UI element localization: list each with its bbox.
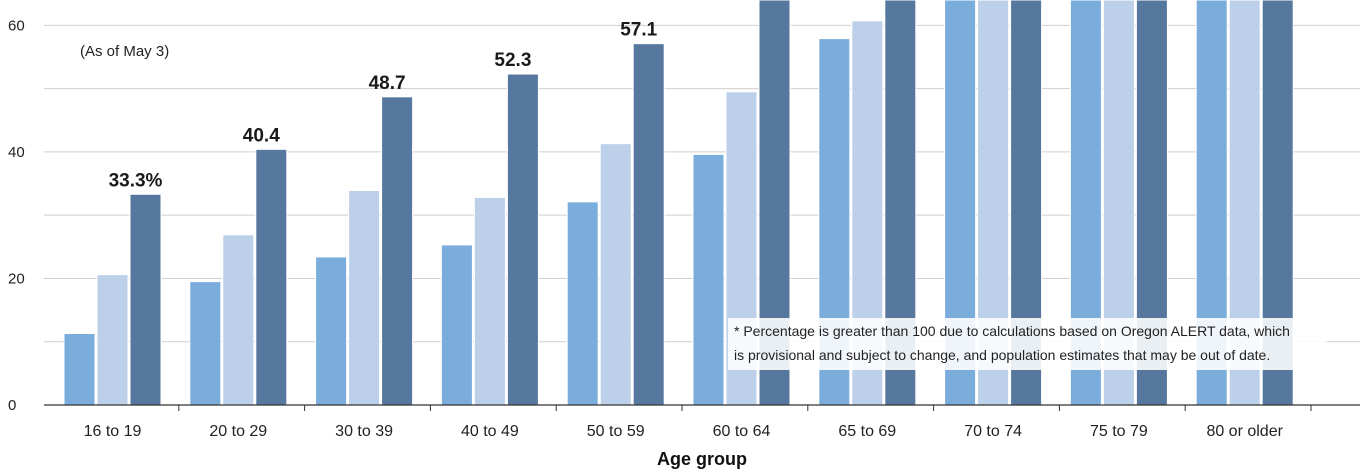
bar xyxy=(348,189,381,406)
footnote: * Percentage is greater than 100 due to … xyxy=(728,318,1327,370)
x-tick-label: 65 to 69 xyxy=(838,423,896,440)
bar xyxy=(440,244,473,406)
data-label: 40.4 xyxy=(243,125,280,146)
bar xyxy=(506,73,539,406)
x-tick-label: 70 to 74 xyxy=(964,423,1022,440)
bar xyxy=(692,153,725,406)
bar xyxy=(315,256,348,406)
footnote-line-2: is provisional and subject to change, an… xyxy=(734,347,1270,363)
footnote-line-1: * Percentage is greater than 100 due to … xyxy=(734,323,1290,339)
x-axis-title: Age group xyxy=(657,449,747,469)
footnote-background xyxy=(728,318,1327,370)
bar xyxy=(189,281,222,406)
bar xyxy=(255,148,288,406)
y-tick-label: 60 xyxy=(8,17,25,34)
x-tick-label: 80 or older xyxy=(1206,423,1283,440)
y-tick-label: 20 xyxy=(8,270,25,287)
bar xyxy=(63,332,96,406)
x-tick-label: 60 to 64 xyxy=(713,423,771,440)
data-labels: 33.3% 40.4 48.7 52.3 57.1 xyxy=(109,20,658,192)
bar xyxy=(129,193,162,406)
x-tick-label: 50 to 59 xyxy=(587,423,645,440)
data-label: 52.3 xyxy=(494,50,531,71)
bar xyxy=(632,43,665,406)
data-label: 33.3% xyxy=(109,170,163,191)
x-tick-label: 40 to 49 xyxy=(461,423,519,440)
data-label: 48.7 xyxy=(369,73,406,94)
y-axis-ticks: 0 20 40 60 xyxy=(8,17,25,414)
x-axis-ticks: 16 to 19 20 to 29 30 to 39 40 to 49 50 to 59… xyxy=(84,405,1312,440)
data-label: 57.1 xyxy=(620,20,657,41)
bar xyxy=(222,234,255,406)
y-tick-label: 0 xyxy=(8,397,16,414)
bar xyxy=(381,96,414,406)
chart-subtitle: (As of May 3) xyxy=(80,43,169,60)
x-tick-label: 75 to 79 xyxy=(1090,423,1148,440)
bar xyxy=(566,201,599,406)
bar xyxy=(96,274,129,406)
bar xyxy=(473,196,506,406)
y-tick-label: 40 xyxy=(8,144,25,161)
x-tick-label: 16 to 19 xyxy=(84,423,142,440)
x-tick-label: 20 to 29 xyxy=(209,423,267,440)
x-tick-label: 30 to 39 xyxy=(335,423,393,440)
bar xyxy=(599,143,632,406)
